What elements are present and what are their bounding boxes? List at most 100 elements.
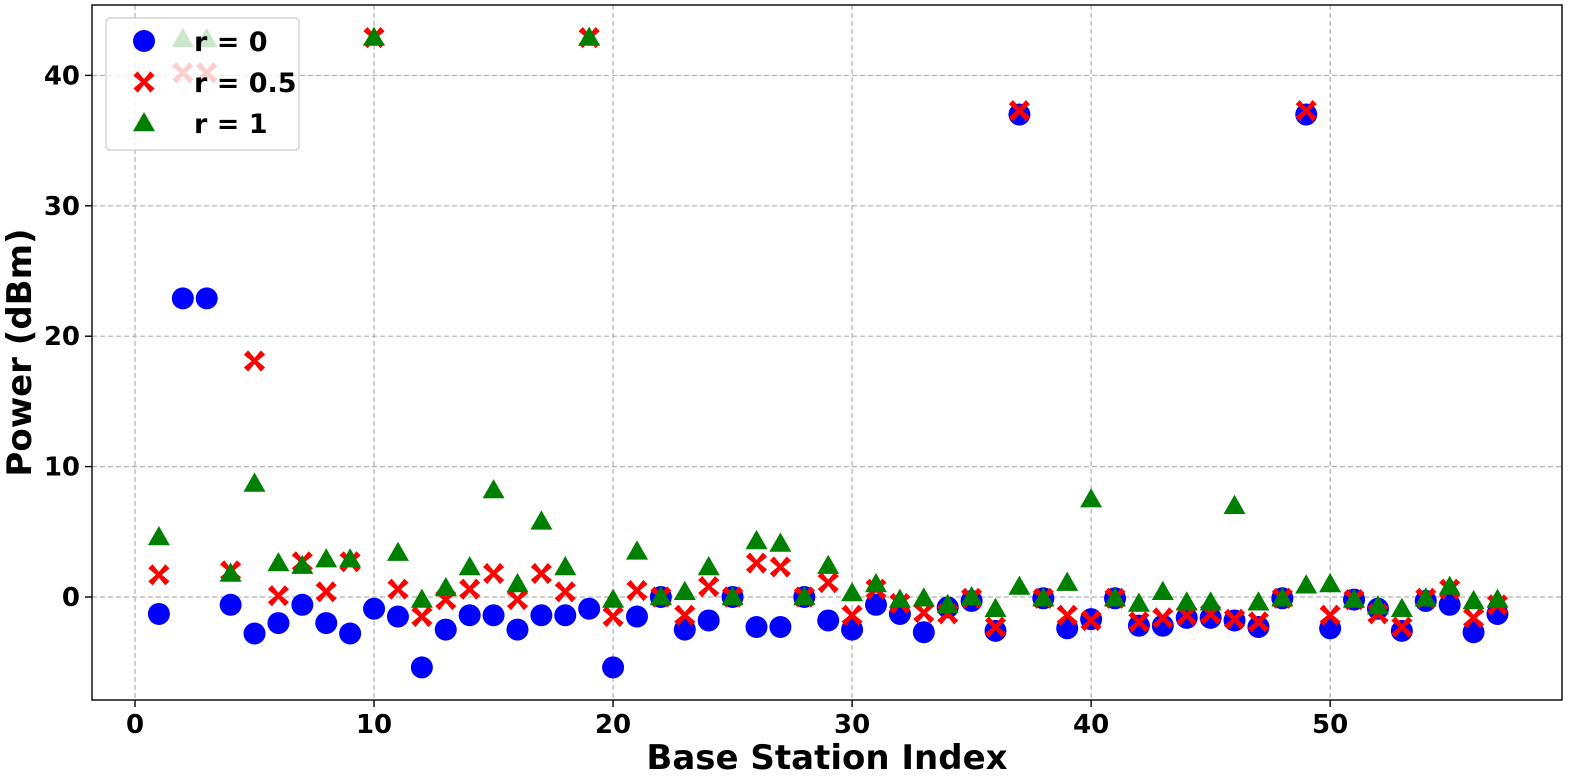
legend-item: r = 0 xyxy=(133,27,268,58)
data-point xyxy=(1390,597,1413,617)
data-point xyxy=(1128,611,1150,633)
data-point xyxy=(530,510,553,530)
data-point xyxy=(1008,575,1031,595)
data-point xyxy=(434,576,457,597)
data-point xyxy=(267,585,289,607)
data-point xyxy=(339,622,362,645)
data-point xyxy=(649,586,672,606)
data-point xyxy=(1438,593,1461,616)
data-point xyxy=(912,621,935,644)
data-point xyxy=(482,479,505,499)
data-point xyxy=(697,609,720,632)
x-axis-label: Base Station Index xyxy=(646,738,1007,778)
data-point xyxy=(578,597,601,620)
data-point xyxy=(745,552,768,574)
data-point xyxy=(1319,604,1341,626)
data-point xyxy=(1486,588,1509,608)
data-point xyxy=(865,593,887,616)
data-point xyxy=(219,562,242,582)
data-point xyxy=(1056,604,1078,626)
data-point xyxy=(506,618,529,641)
data-point xyxy=(602,588,625,608)
legend-marker xyxy=(133,112,155,132)
series-3 xyxy=(147,26,1509,617)
data-point xyxy=(458,604,481,627)
data-point xyxy=(1463,607,1485,629)
data-point xyxy=(984,597,1007,617)
data-point xyxy=(530,562,552,585)
data-point xyxy=(1080,609,1102,632)
data-point xyxy=(697,556,720,576)
data-point xyxy=(1390,619,1413,642)
data-point xyxy=(698,576,720,598)
data-point xyxy=(1247,611,1269,633)
data-point xyxy=(1247,591,1270,611)
data-point xyxy=(936,593,959,614)
data-point xyxy=(769,532,792,552)
data-point xyxy=(387,578,409,600)
data-point xyxy=(315,548,338,568)
data-point xyxy=(410,656,433,679)
data-point xyxy=(745,615,768,638)
data-point xyxy=(530,604,553,627)
data-point xyxy=(148,564,170,586)
data-point xyxy=(363,597,386,620)
data-point xyxy=(1080,488,1103,508)
data-point xyxy=(1414,587,1437,607)
data-point xyxy=(410,588,433,608)
data-point xyxy=(984,619,1007,642)
data-point xyxy=(960,586,983,606)
data-point xyxy=(1343,588,1365,608)
data-point xyxy=(291,593,314,616)
data-point xyxy=(865,572,887,593)
data-point xyxy=(841,604,863,626)
data-point xyxy=(841,582,864,602)
legend-label: r = 0.5 xyxy=(194,68,297,99)
data-point xyxy=(673,580,696,600)
x-tick-label: 0 xyxy=(126,710,144,740)
data-point xyxy=(745,529,768,550)
data-point xyxy=(769,615,792,638)
data-point xyxy=(267,552,290,572)
data-point xyxy=(769,556,791,578)
data-point xyxy=(315,581,337,603)
legend-item: r = 1 xyxy=(133,109,268,140)
data-point xyxy=(1152,607,1174,629)
data-point xyxy=(625,605,648,628)
data-point xyxy=(1223,608,1246,630)
legend: r = 0 r = 0.5 r = 1 xyxy=(105,17,300,151)
data-point xyxy=(1127,614,1150,637)
data-point xyxy=(1319,572,1342,593)
data-point xyxy=(817,609,840,632)
data-point xyxy=(626,540,648,560)
data-point xyxy=(1151,580,1174,600)
data-point xyxy=(147,526,170,546)
data-point xyxy=(339,548,362,568)
data-point xyxy=(506,572,529,593)
data-point xyxy=(602,605,624,628)
data-point xyxy=(1104,587,1126,607)
data-point xyxy=(459,578,481,600)
data-point xyxy=(1008,100,1030,122)
data-point xyxy=(171,287,194,310)
data-point xyxy=(147,602,170,625)
data-point xyxy=(1175,591,1198,611)
y-axis-label: Power (dBm) xyxy=(0,228,40,476)
data-point xyxy=(817,572,839,594)
data-point xyxy=(1127,592,1150,612)
data-point xyxy=(912,587,935,607)
legend-label: r = 1 xyxy=(194,109,268,140)
data-point xyxy=(1391,616,1413,638)
data-point xyxy=(578,26,601,46)
data-point xyxy=(888,588,911,608)
data-point xyxy=(363,26,385,46)
data-marks xyxy=(147,26,1509,679)
data-point xyxy=(243,350,266,372)
data-point xyxy=(267,612,290,635)
y-tick-label: 30 xyxy=(44,192,80,222)
data-point xyxy=(1008,103,1031,126)
data-point xyxy=(386,605,409,628)
data-point xyxy=(793,586,816,606)
y-tick-label: 10 xyxy=(44,453,80,483)
data-point xyxy=(387,541,409,561)
